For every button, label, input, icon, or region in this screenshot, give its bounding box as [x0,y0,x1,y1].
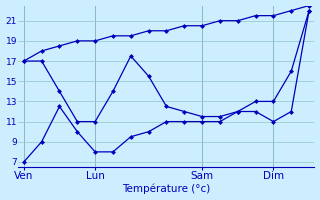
X-axis label: Température (°c): Température (°c) [122,184,211,194]
